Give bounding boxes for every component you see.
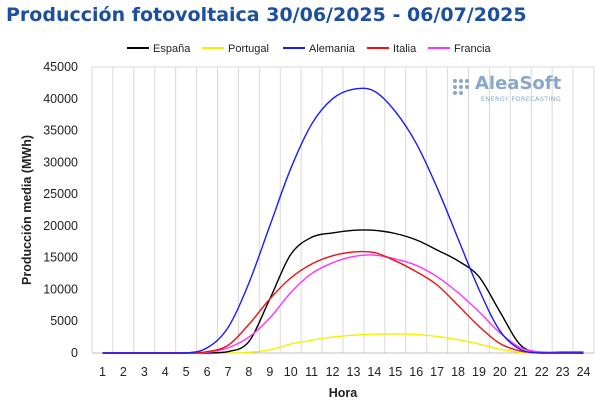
x-tick-label: 17 <box>430 365 444 379</box>
series-line-alemania <box>102 87 584 354</box>
x-tick-label: 12 <box>326 365 340 379</box>
y-tick-label: 20000 <box>43 219 78 233</box>
legend-swatch <box>202 47 224 50</box>
x-tick-label: 2 <box>120 365 127 379</box>
x-tick-label: 24 <box>577 365 591 379</box>
x-axis-title: Hora <box>329 386 359 400</box>
legend-label: Italia <box>393 43 417 55</box>
x-tick-label: 15 <box>388 365 402 379</box>
legend-swatch <box>127 47 149 50</box>
x-tick-label: 6 <box>204 365 211 379</box>
y-tick-label: 40000 <box>43 92 78 106</box>
y-tick-label: 25000 <box>43 187 78 201</box>
legend-item-francia: Francia <box>428 43 491 55</box>
legend-item-alemania: Alemania <box>283 43 355 55</box>
aleasoft-logo: AleaSoft ENERGY FORECASTING <box>447 73 587 107</box>
legend-label: España <box>153 43 191 55</box>
x-tick-label: 22 <box>535 365 549 379</box>
x-tick-label: 19 <box>472 365 486 379</box>
logo-dots-icon <box>453 79 469 95</box>
y-tick-label: 10000 <box>43 282 78 296</box>
x-tick-label: 8 <box>245 365 252 379</box>
legend-swatch <box>283 47 305 50</box>
x-tick-label: 21 <box>514 365 528 379</box>
legend-label: Francia <box>454 43 491 55</box>
x-tick-label: 14 <box>367 365 381 379</box>
x-tick-label: 16 <box>409 365 423 379</box>
legend-item-portugal: Portugal <box>202 43 269 55</box>
chart-legend: España Portugal Alemania Italia Francia <box>0 43 600 59</box>
y-tick-label: 45000 <box>43 60 78 74</box>
x-tick-label: 13 <box>347 365 361 379</box>
x-tick-label: 9 <box>266 365 273 379</box>
legend-swatch <box>428 47 450 50</box>
y-tick-label: 35000 <box>43 124 78 138</box>
y-tick-label: 5000 <box>50 314 78 328</box>
legend-item-italia: Italia <box>367 43 416 55</box>
y-tick-label: 30000 <box>43 155 78 169</box>
y-axis-title: Producción media (MWh) <box>20 135 34 285</box>
x-tick-label: 20 <box>493 365 507 379</box>
x-tick-label: 1 <box>99 365 106 379</box>
x-tick-label: 10 <box>284 365 298 379</box>
x-tick-label: 18 <box>451 365 465 379</box>
y-tick-label: 15000 <box>43 251 78 265</box>
x-tick-label: 5 <box>183 365 190 379</box>
x-tick-label: 7 <box>224 365 231 379</box>
legend-label: Alemania <box>309 43 355 55</box>
logo-tagline: ENERGY FORECASTING <box>481 95 562 103</box>
x-tick-label: 11 <box>305 365 318 379</box>
legend-swatch <box>367 47 389 50</box>
legend-item-espana: España <box>127 43 190 55</box>
y-tick-label: 0 <box>71 346 78 360</box>
logo-name: AleaSoft <box>475 73 562 94</box>
x-tick-label: 3 <box>141 365 148 379</box>
chart-title: Producción fotovoltaica 30/06/2025 - 06/… <box>6 4 527 26</box>
legend-label: Portugal <box>228 43 269 55</box>
x-tick-label: 4 <box>162 365 169 379</box>
x-tick-label: 23 <box>556 365 570 379</box>
